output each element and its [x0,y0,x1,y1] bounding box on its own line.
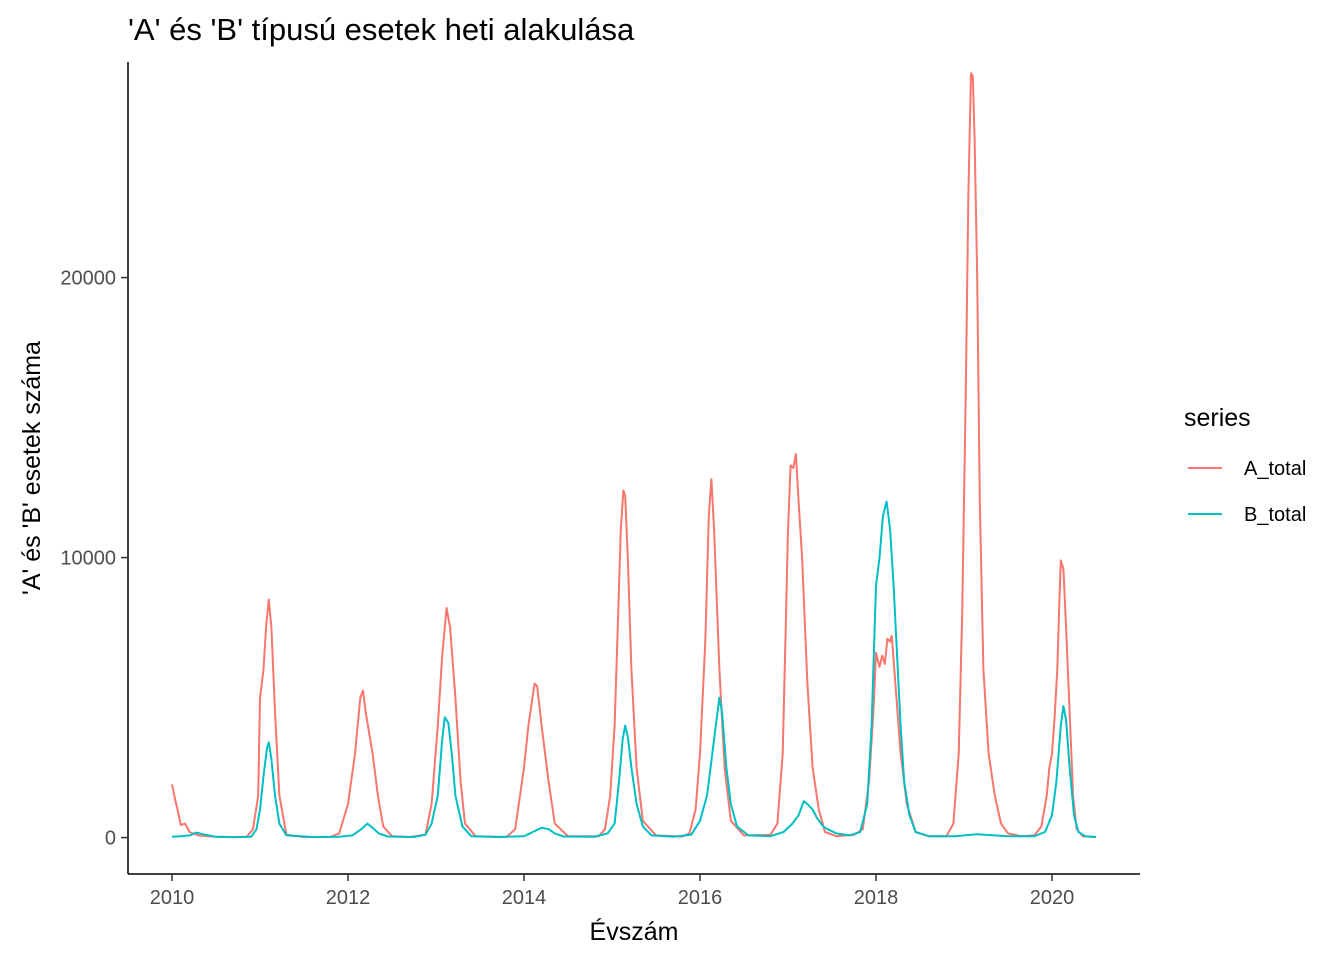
y-ticks: 0 10000 20000 [60,268,128,850]
y-axis-title: 'A' és 'B' esetek száma [18,341,46,595]
x-axis-title: Évszám [590,917,679,946]
x-tick-label: 2018 [854,887,899,909]
x-tick-label: 2012 [326,887,371,909]
y-tick-label: 0 [105,828,116,850]
x-tick-label: 2020 [1030,887,1075,909]
legend-title: series [1184,404,1251,432]
legend-label: B_total [1244,504,1306,526]
series-layer [171,72,1097,839]
series-line-b-total [171,500,1097,839]
x-tick-label: 2010 [150,887,195,909]
legend-label: A_total [1244,458,1306,480]
x-tick-label: 2016 [678,887,723,909]
x-ticks: 2010 2012 2014 2016 2018 2020 [150,874,1075,909]
legend-items: A_total B_total [1188,458,1306,526]
chart-title: 'A' és 'B' típusú esetek heti alakulása [128,12,635,47]
y-tick-label: 20000 [60,268,116,290]
x-tick-label: 2014 [502,887,547,909]
y-tick-label: 10000 [60,548,116,570]
legend: series A_total B_total [1184,404,1306,526]
series-line-a-total [171,72,1097,838]
